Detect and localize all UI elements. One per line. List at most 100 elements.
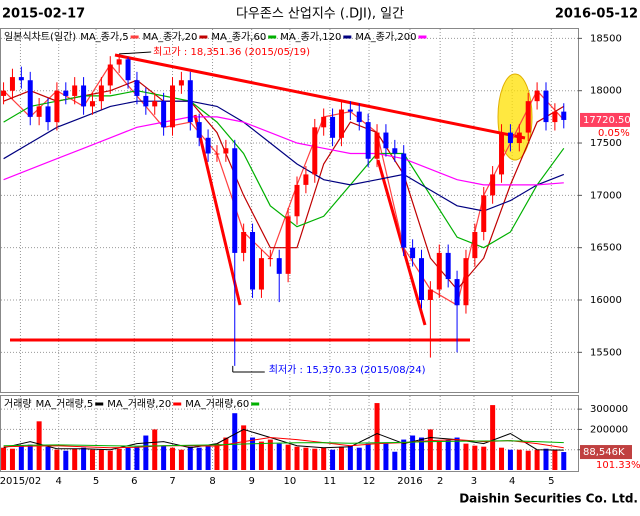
candle-body: [401, 153, 407, 248]
candle-body: [427, 289, 433, 300]
candle-body: [63, 90, 69, 96]
candle-body: [472, 231, 478, 259]
candle-body: [516, 132, 522, 144]
candle-body: [178, 80, 184, 86]
candle-body: [392, 148, 398, 154]
y-tick-label: 15500: [590, 347, 622, 358]
x-tick-label: 2: [437, 476, 443, 487]
candle-body: [214, 153, 220, 155]
volume-bar: [365, 443, 371, 470]
volume-bar: [392, 451, 398, 470]
legend-label: MA_종가,200: [355, 31, 416, 43]
legend-label: MA_거래량,5: [36, 398, 94, 410]
volume-bar: [98, 449, 104, 470]
ma-line: [3, 90, 565, 249]
volume-bar: [490, 405, 496, 470]
volume-bar: [196, 447, 202, 470]
ma-line: [3, 116, 564, 186]
volume-bar: [1, 447, 7, 470]
volume-bar: [54, 449, 60, 470]
volume-bar: [241, 425, 247, 470]
volume-bar: [552, 449, 558, 470]
leader: [119, 51, 152, 55]
legend-label: MA_종가,120: [280, 31, 341, 43]
volume-bar: [321, 447, 327, 470]
candle-body: [152, 101, 158, 107]
candle-body: [294, 184, 300, 217]
volume-bar: [294, 446, 300, 470]
volume-bar: [507, 449, 513, 470]
legend-swatch: [268, 35, 277, 39]
candle-body: [347, 109, 353, 112]
candle-body: [81, 85, 87, 107]
volume-bar: [152, 429, 158, 470]
volume-bar: [232, 413, 238, 470]
legend-title: 일본식차트(일간): [4, 31, 76, 43]
footer: Daishin Securities Co. Ltd.: [459, 492, 638, 506]
y-tick-label: 200000: [590, 424, 628, 435]
volume-bar: [178, 449, 184, 470]
volume-bar: [134, 446, 140, 470]
candle-body: [330, 116, 336, 138]
y-tick-label: 17000: [590, 190, 622, 201]
y-tick-label: 18500: [590, 33, 622, 44]
legend-label: MA_종가,60: [211, 31, 266, 43]
x-tick-label: 4: [56, 476, 62, 487]
volume-bar: [223, 437, 229, 470]
ma-line: [3, 100, 565, 212]
volume-bar: [356, 447, 362, 470]
x-tick-label: 2015/02: [0, 476, 41, 487]
x-tick-label: 3: [471, 476, 477, 487]
high-label: 최고가 : 18,351.36 (2015/05/19): [153, 46, 310, 58]
volume-bar: [499, 447, 505, 470]
volume-bar: [107, 450, 113, 470]
candle-body: [223, 148, 229, 154]
candle-body: [321, 116, 327, 128]
candle-body: [418, 258, 424, 300]
volume-bar: [374, 403, 380, 470]
candle-body: [205, 137, 211, 154]
candle-body: [134, 80, 140, 96]
ratio-label: 101.33%: [596, 460, 640, 471]
volume-bar: [187, 446, 193, 470]
y-tick-label: 17500: [590, 138, 622, 149]
grid-layer: [1, 29, 578, 471]
x-tick-label: 5: [548, 476, 554, 487]
volume-bar: [276, 443, 282, 470]
change-label: 0.05%: [598, 128, 630, 139]
volume-bar: [125, 447, 131, 470]
candle-body: [72, 85, 78, 96]
y-tick-label: 16000: [590, 295, 622, 306]
candle-body: [276, 258, 282, 274]
candle-body: [187, 80, 193, 123]
volume-bar: [170, 447, 176, 470]
volume-bar: [285, 444, 291, 470]
volume-bar: [312, 448, 318, 470]
y-tick-label: 16500: [590, 243, 622, 254]
price-frame: [0, 28, 579, 393]
candle-body: [454, 279, 460, 306]
x-tick-label: 8: [209, 476, 215, 487]
volume-bar: [45, 446, 51, 470]
x-tick-label: 4: [509, 476, 515, 487]
x-tick-label: 2016: [397, 476, 422, 487]
start-date: 2015-02-17: [2, 7, 85, 22]
legend-label: MA_종가,5: [80, 31, 128, 43]
candle-body: [98, 85, 104, 102]
volume-bar: [330, 449, 336, 470]
candle-body: [356, 111, 362, 123]
candle-body: [561, 111, 567, 120]
candle-body: [463, 258, 469, 306]
ma-line: [3, 63, 565, 307]
ma-line: [3, 440, 564, 447]
volume-bar: [454, 437, 460, 470]
y-tick-label: 18000: [590, 86, 622, 97]
volume-bar: [27, 444, 33, 470]
volume-bar: [9, 448, 15, 470]
legend-swatch: [95, 402, 104, 406]
volume-bar: [143, 435, 149, 470]
candle-body: [161, 101, 167, 128]
volume-bar: [81, 447, 87, 470]
